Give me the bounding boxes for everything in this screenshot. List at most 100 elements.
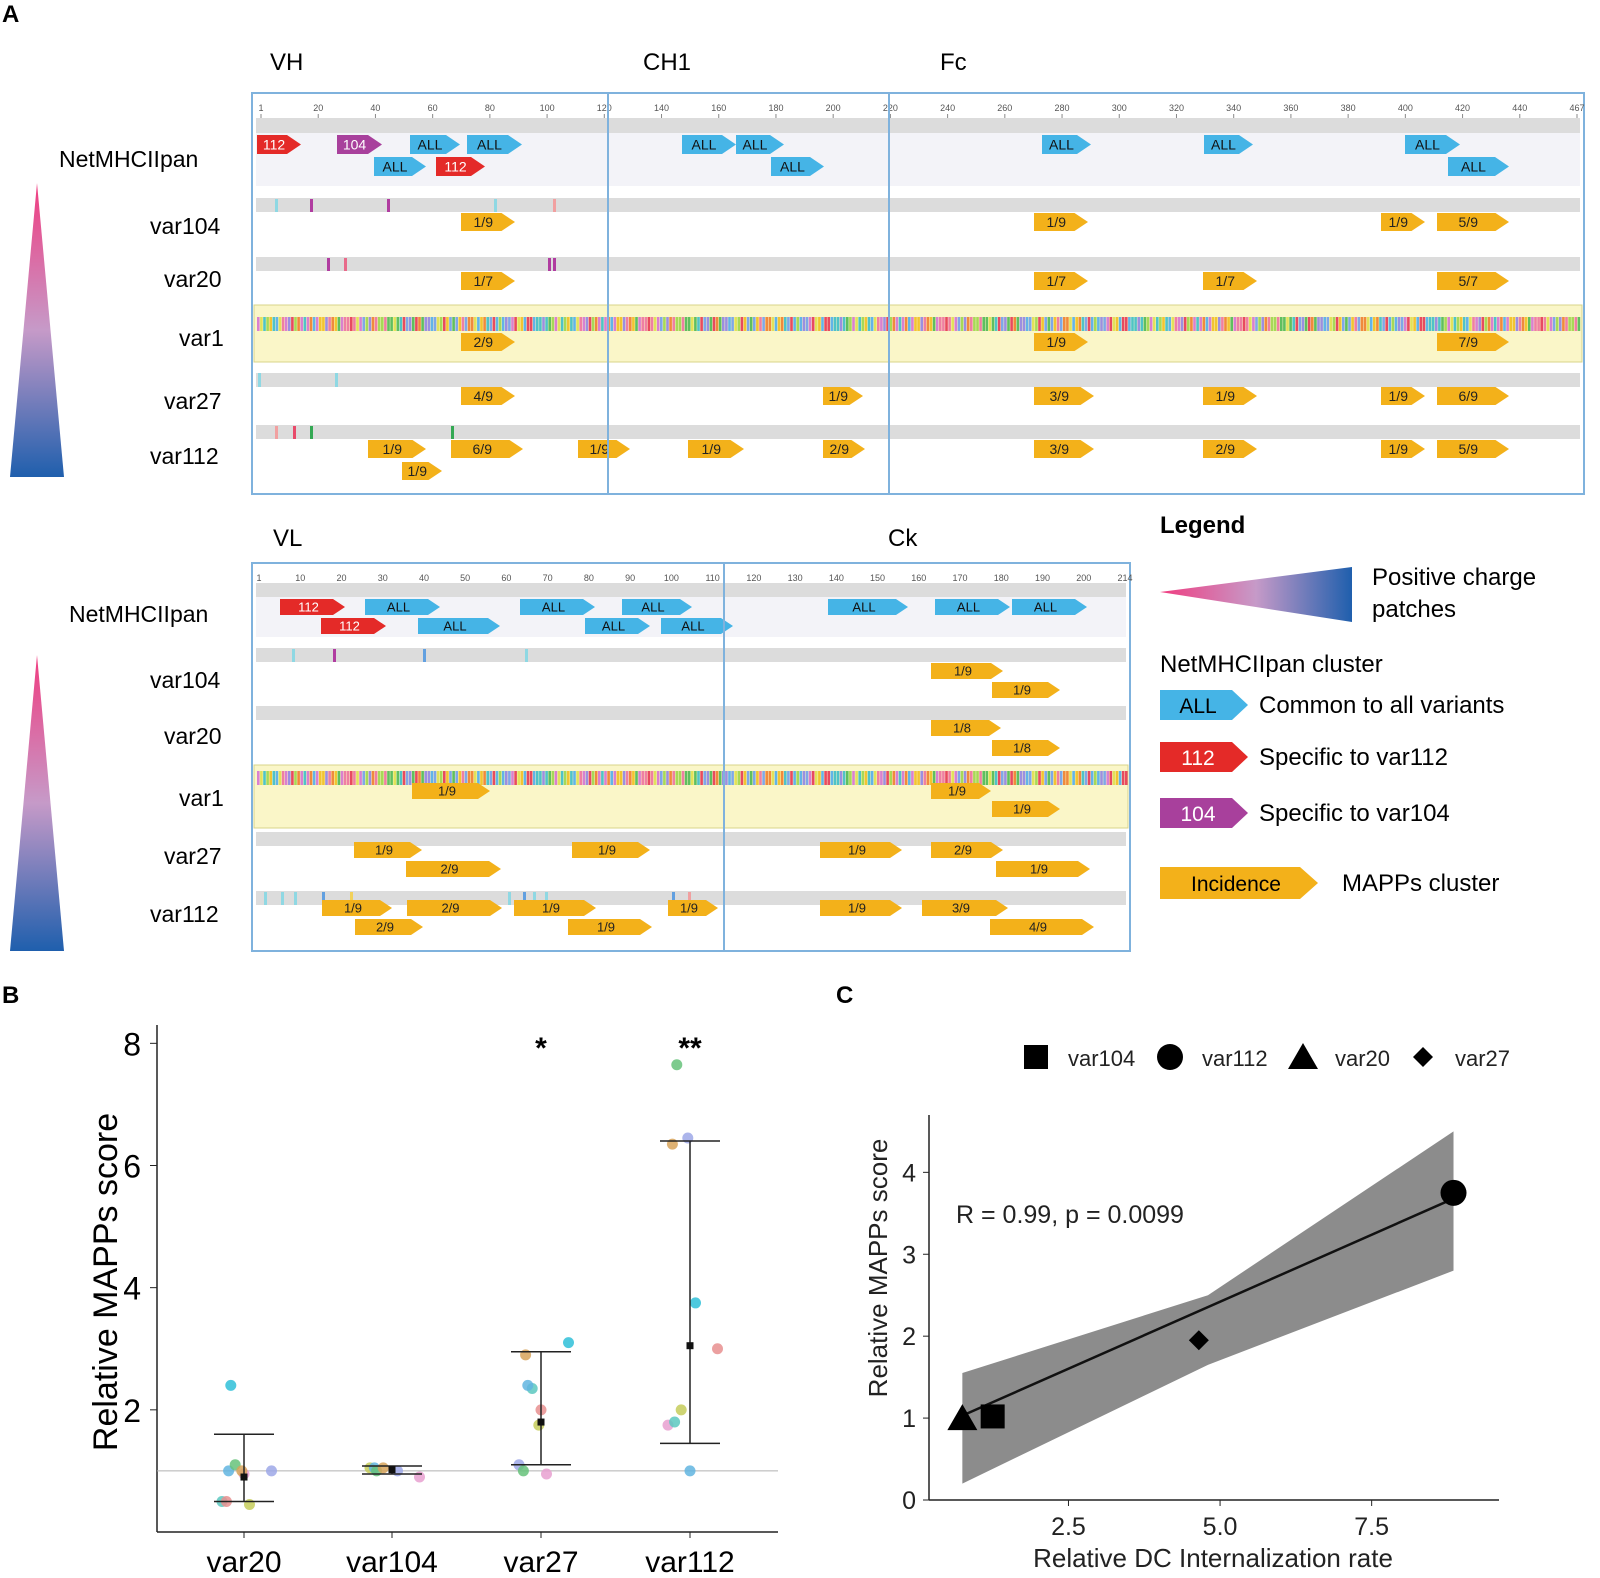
c-x-tick-label: 7.5	[1354, 1513, 1389, 1541]
netmhc-cluster-light-label: 112	[339, 619, 360, 634]
residue-mark	[1419, 317, 1423, 331]
netmhc-cluster-light-label: ALL	[681, 619, 704, 634]
b-data-point	[520, 1349, 532, 1361]
residue-mark	[260, 771, 263, 785]
netmhc-cluster-arrow	[682, 135, 736, 154]
residue-mark	[384, 771, 387, 785]
residue-mark	[873, 317, 877, 331]
b-y-tick-label: 8	[123, 1026, 141, 1062]
c-annotation: R = 0.99, p = 0.0099	[956, 1201, 1184, 1229]
netmhc-cluster-arrow	[771, 157, 824, 176]
residue-mark	[365, 771, 369, 785]
residue-mark	[836, 771, 840, 785]
residue-mark	[777, 771, 781, 785]
residue-mark	[1280, 317, 1283, 331]
residue-mark	[1475, 317, 1478, 331]
mapps-cluster-var112-light-label: 1/9	[680, 901, 698, 916]
residue-mark	[1249, 317, 1252, 331]
residue-mark	[672, 317, 675, 331]
residue-mark	[1515, 317, 1519, 331]
mapps-cluster-var27-light-label: 1/9	[598, 843, 616, 858]
residue-mark	[731, 317, 734, 331]
residue-mark	[291, 771, 294, 785]
residue-mark	[1103, 771, 1106, 785]
residue-mark	[836, 317, 840, 331]
c-legend-marker-var112	[1157, 1044, 1183, 1070]
residue-mark	[1577, 317, 1581, 331]
residue-mark	[498, 771, 502, 785]
residue-mark	[997, 771, 1001, 785]
residue-mark	[1177, 317, 1181, 331]
residue-mark	[849, 771, 852, 785]
residue-mark	[960, 771, 964, 785]
residue-mark	[824, 771, 827, 785]
b-data-point	[414, 1471, 425, 1483]
mapps-cluster-var20-arrow	[461, 272, 515, 290]
mapps-cluster-var20-arrow	[1034, 272, 1088, 290]
residue-mark	[774, 771, 778, 785]
residue-mark	[585, 317, 589, 331]
residue-mark	[629, 317, 632, 331]
residue-mark	[613, 771, 617, 785]
residue-mark	[387, 771, 390, 785]
residue-mark	[780, 771, 784, 785]
residue-mark	[272, 771, 276, 785]
residue-mark	[886, 317, 889, 331]
residue-mark	[988, 771, 992, 785]
netmhc-cluster-light-arrow	[365, 599, 440, 615]
netmhc-cluster-light-label: ALL	[852, 600, 875, 615]
residue-mark	[759, 771, 762, 785]
residue-mark	[960, 317, 964, 331]
residue-mark	[892, 771, 896, 785]
residue-mark	[889, 771, 892, 785]
residue-mark	[393, 771, 396, 785]
ruler-tick-label: 180	[994, 573, 1009, 583]
mapps-cluster-var112-light-arrow	[990, 919, 1094, 935]
mapps-cluster-var112-label: 2/9	[1216, 441, 1236, 457]
netmhc-cluster-arrow	[1042, 135, 1091, 154]
residue-mark	[1286, 317, 1289, 331]
residue-mark	[350, 317, 353, 331]
residue-mark	[554, 317, 558, 331]
b-data-point	[244, 1499, 255, 1511]
residue-mark	[728, 771, 731, 785]
residue-mark	[904, 771, 908, 785]
b-data-point	[563, 1337, 574, 1349]
mapps-cluster-var27-light-arrow	[354, 842, 422, 858]
residue-mark	[1100, 317, 1103, 331]
residue-mark	[691, 317, 694, 331]
residue-mark	[777, 317, 781, 331]
ruler-tick-label: 160	[711, 103, 726, 113]
residue-mark	[306, 317, 310, 331]
ruler-tick-label: 60	[501, 573, 511, 583]
mapps-cluster-var104-light-label: 1/9	[1013, 683, 1031, 698]
residue-mark	[1063, 317, 1066, 331]
b-significance: *	[535, 1032, 547, 1065]
mapps-cluster-var27-light-label: 1/9	[1030, 862, 1048, 877]
patch-mark	[553, 199, 556, 212]
patch-mark	[275, 426, 278, 439]
residue-mark	[458, 317, 462, 331]
residue-mark	[297, 317, 300, 331]
residue-mark	[926, 317, 930, 331]
residue-mark	[421, 317, 424, 331]
residue-mark	[1484, 317, 1488, 331]
residue-mark	[257, 317, 260, 331]
netmhc-cluster-arrow	[337, 135, 382, 154]
legend-112-desc: Specific to var112	[1259, 744, 1448, 771]
netmhc-cluster-light-arrow	[935, 599, 1010, 615]
residue-mark	[1537, 317, 1540, 331]
residue-mark	[495, 771, 499, 785]
residue-mark	[1236, 317, 1240, 331]
c-legend-marker-var27	[1413, 1047, 1433, 1067]
residue-mark	[694, 771, 697, 785]
residue-mark	[1032, 771, 1035, 785]
residue-mark	[867, 771, 871, 785]
residue-mark	[1357, 317, 1361, 331]
residue-mark	[784, 771, 787, 785]
mapps-cluster-var27-arrow	[823, 387, 863, 405]
netmhc-cluster-light-arrow	[622, 599, 692, 615]
ruler-tick-label: 200	[826, 103, 841, 113]
mapps-cluster-var112-label: 1/9	[1389, 441, 1409, 457]
residue-mark	[433, 317, 437, 331]
